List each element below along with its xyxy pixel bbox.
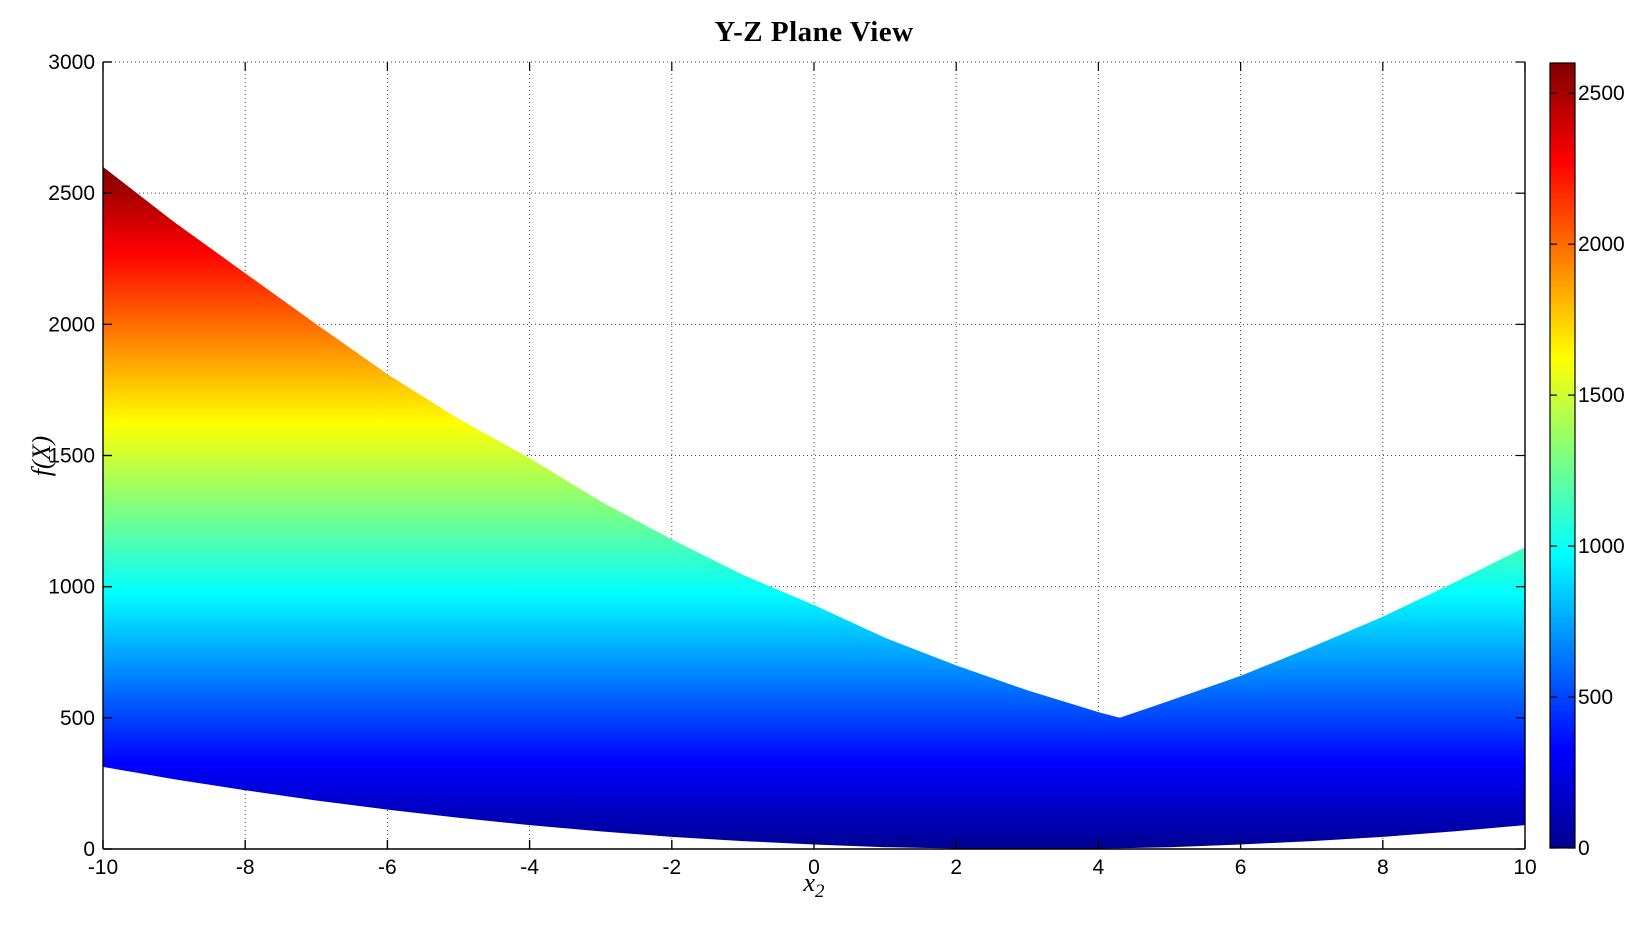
colorbar-tick-label: 500 (1578, 686, 1613, 709)
x-axis-label-base: x (803, 868, 816, 897)
y-tick-label: 2000 (48, 313, 95, 336)
x-tick-label: -10 (88, 856, 118, 879)
x-tick-label: -4 (520, 856, 539, 879)
y-tick-label: 1500 (48, 445, 95, 468)
y-tick-label: 0 (83, 838, 95, 861)
colorbar-tick-label: 2500 (1578, 82, 1625, 105)
y-tick-label: 3000 (48, 51, 95, 74)
y-tick-label: 500 (60, 707, 95, 730)
colorbar (1549, 62, 1576, 849)
surface-band (103, 166, 1525, 849)
y-axis-label: f(X) (27, 386, 57, 526)
x-tick-label: -2 (662, 856, 681, 879)
x-tick-label: 10 (1513, 856, 1536, 879)
y-tick-label: 1000 (48, 576, 95, 599)
colorbar-tick-label: 1500 (1578, 384, 1625, 407)
x-tick-label: 6 (1235, 856, 1247, 879)
x-tick-label: 4 (1093, 856, 1105, 879)
colorbar-tick-label: 0 (1578, 837, 1590, 860)
x-axis-label: x2 (103, 868, 1525, 901)
x-tick-label: -8 (236, 856, 255, 879)
y-tick-label: 2500 (48, 182, 95, 205)
x-tick-label: 8 (1377, 856, 1389, 879)
y-axis-label-text: f(X) (27, 435, 56, 477)
x-tick-label: 2 (950, 856, 962, 879)
chart-title: Y-Z Plane View (714, 16, 914, 48)
x-axis-label-sub: 2 (815, 881, 825, 903)
x-tick-label: 0 (808, 856, 820, 879)
colorbar-tick-label: 2000 (1578, 233, 1625, 256)
x-tick-label: -6 (378, 856, 397, 879)
colorbar-tick-label: 1000 (1578, 535, 1625, 558)
